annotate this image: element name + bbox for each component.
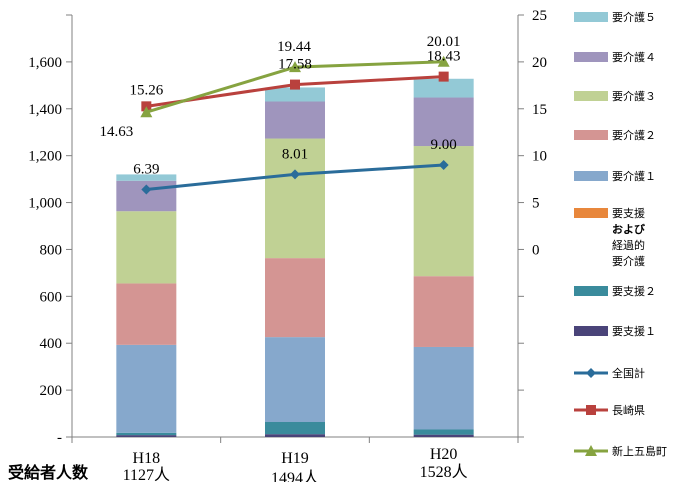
- data-label: 18.43: [427, 49, 461, 65]
- line-point: [437, 55, 450, 67]
- bar-segment: [265, 258, 325, 338]
- right-tick-label: 10: [532, 149, 547, 165]
- category-label: H19: [281, 450, 309, 467]
- legend-label: 要介護２: [612, 128, 656, 142]
- legend-label: 要介護: [612, 254, 645, 268]
- footer-label: 受給者人数: [8, 463, 89, 482]
- line-series: [140, 55, 450, 195]
- legend-label: 要介護５: [612, 10, 656, 24]
- bar-segment: [116, 432, 177, 436]
- right-tick-label: 5: [532, 196, 540, 212]
- data-label: 14.63: [99, 124, 133, 140]
- right-tick-label: 15: [532, 102, 547, 118]
- left-tick-label: 1,200: [28, 149, 62, 165]
- legend-label: および: [612, 222, 646, 236]
- bar-segment: [413, 346, 474, 430]
- category-label: H18: [133, 450, 161, 467]
- legend-swatch: [574, 326, 608, 336]
- bar-segment: [265, 101, 325, 139]
- legend-swatch: [574, 171, 608, 181]
- data-label: 8.01: [282, 146, 308, 162]
- left-tick-label: 1,600: [28, 55, 62, 71]
- legend-swatch: [574, 91, 608, 101]
- bar-segment: [265, 337, 325, 422]
- legend-label: 要支援: [612, 206, 645, 220]
- legend-swatch: [574, 208, 608, 218]
- category-count-label: 1127人: [123, 466, 170, 482]
- bar-segment: [413, 97, 474, 147]
- bar-segment: [265, 421, 325, 435]
- legend-label: 要介護１: [612, 169, 656, 183]
- left-tick-label: 400: [40, 336, 63, 352]
- legend-swatch: [574, 130, 608, 140]
- left-tick-label: 600: [40, 289, 63, 305]
- axes: - 200 400 600 800 1,000 1,200 1,400 1,600 25 20 15 1…: [28, 8, 547, 446]
- legend-label: 要介護４: [612, 50, 656, 64]
- bar-segment: [116, 435, 177, 437]
- legend-swatch: [574, 12, 608, 22]
- legend-label: 新上五島町: [612, 444, 667, 458]
- legend-label: 要支援１: [612, 324, 656, 338]
- legend-label: 長崎県: [612, 403, 645, 417]
- right-tick-label: 0: [532, 242, 540, 258]
- line-point: [290, 169, 300, 180]
- line-point: [586, 405, 596, 415]
- left-tick-label: -: [57, 430, 62, 446]
- category-label: H20: [430, 446, 458, 463]
- line-point: [140, 106, 153, 118]
- line-point: [438, 160, 449, 171]
- line-point: [289, 61, 301, 73]
- bar-segment: [413, 276, 474, 347]
- bar-segment: [413, 78, 474, 98]
- legend-label: 要介護３: [612, 89, 656, 103]
- right-tick-label: 20: [532, 55, 547, 71]
- data-label: 15.26: [129, 82, 163, 98]
- bar-segment: [265, 87, 325, 102]
- left-tick-label: 200: [40, 383, 63, 399]
- stacked-bars: [116, 78, 474, 437]
- bar-segment: [413, 429, 474, 435]
- legend-label: 全国計: [612, 366, 645, 380]
- legend-swatch: [574, 52, 608, 62]
- left-tick-label: 1,400: [28, 102, 62, 118]
- line-point: [586, 368, 596, 378]
- data-label: 19.44: [277, 39, 311, 55]
- bar-segment: [116, 283, 177, 345]
- data-label: 20.01: [427, 34, 461, 50]
- data-label: 9.00: [431, 137, 457, 153]
- bar-segment: [116, 211, 177, 284]
- data-label: 17.58: [278, 57, 312, 73]
- data-label: 6.39: [133, 162, 159, 178]
- bar-segment: [116, 174, 177, 181]
- line-point: [141, 184, 152, 195]
- right-tick-label: 25: [532, 8, 547, 24]
- line-point: [438, 71, 449, 82]
- bar-segment: [265, 138, 325, 259]
- line-point: [290, 79, 300, 90]
- bar-segment: [116, 344, 177, 433]
- legend-swatch: [574, 286, 608, 296]
- legend-label: 要支援２: [612, 284, 656, 298]
- left-tick-label: 1,000: [28, 196, 62, 212]
- category-count-label: 1528人: [420, 463, 468, 481]
- line-point: [585, 445, 597, 456]
- category-count-label: 1494人: [271, 469, 319, 482]
- left-tick-label: 800: [40, 242, 63, 258]
- legend-label: 経過的: [612, 238, 645, 252]
- bar-segment: [265, 434, 325, 437]
- data-labels: 6.39 8.01 9.00 15.26 17.58 18.43 14.63 19.44 20.…: [99, 34, 460, 178]
- bar-segment: [413, 434, 474, 437]
